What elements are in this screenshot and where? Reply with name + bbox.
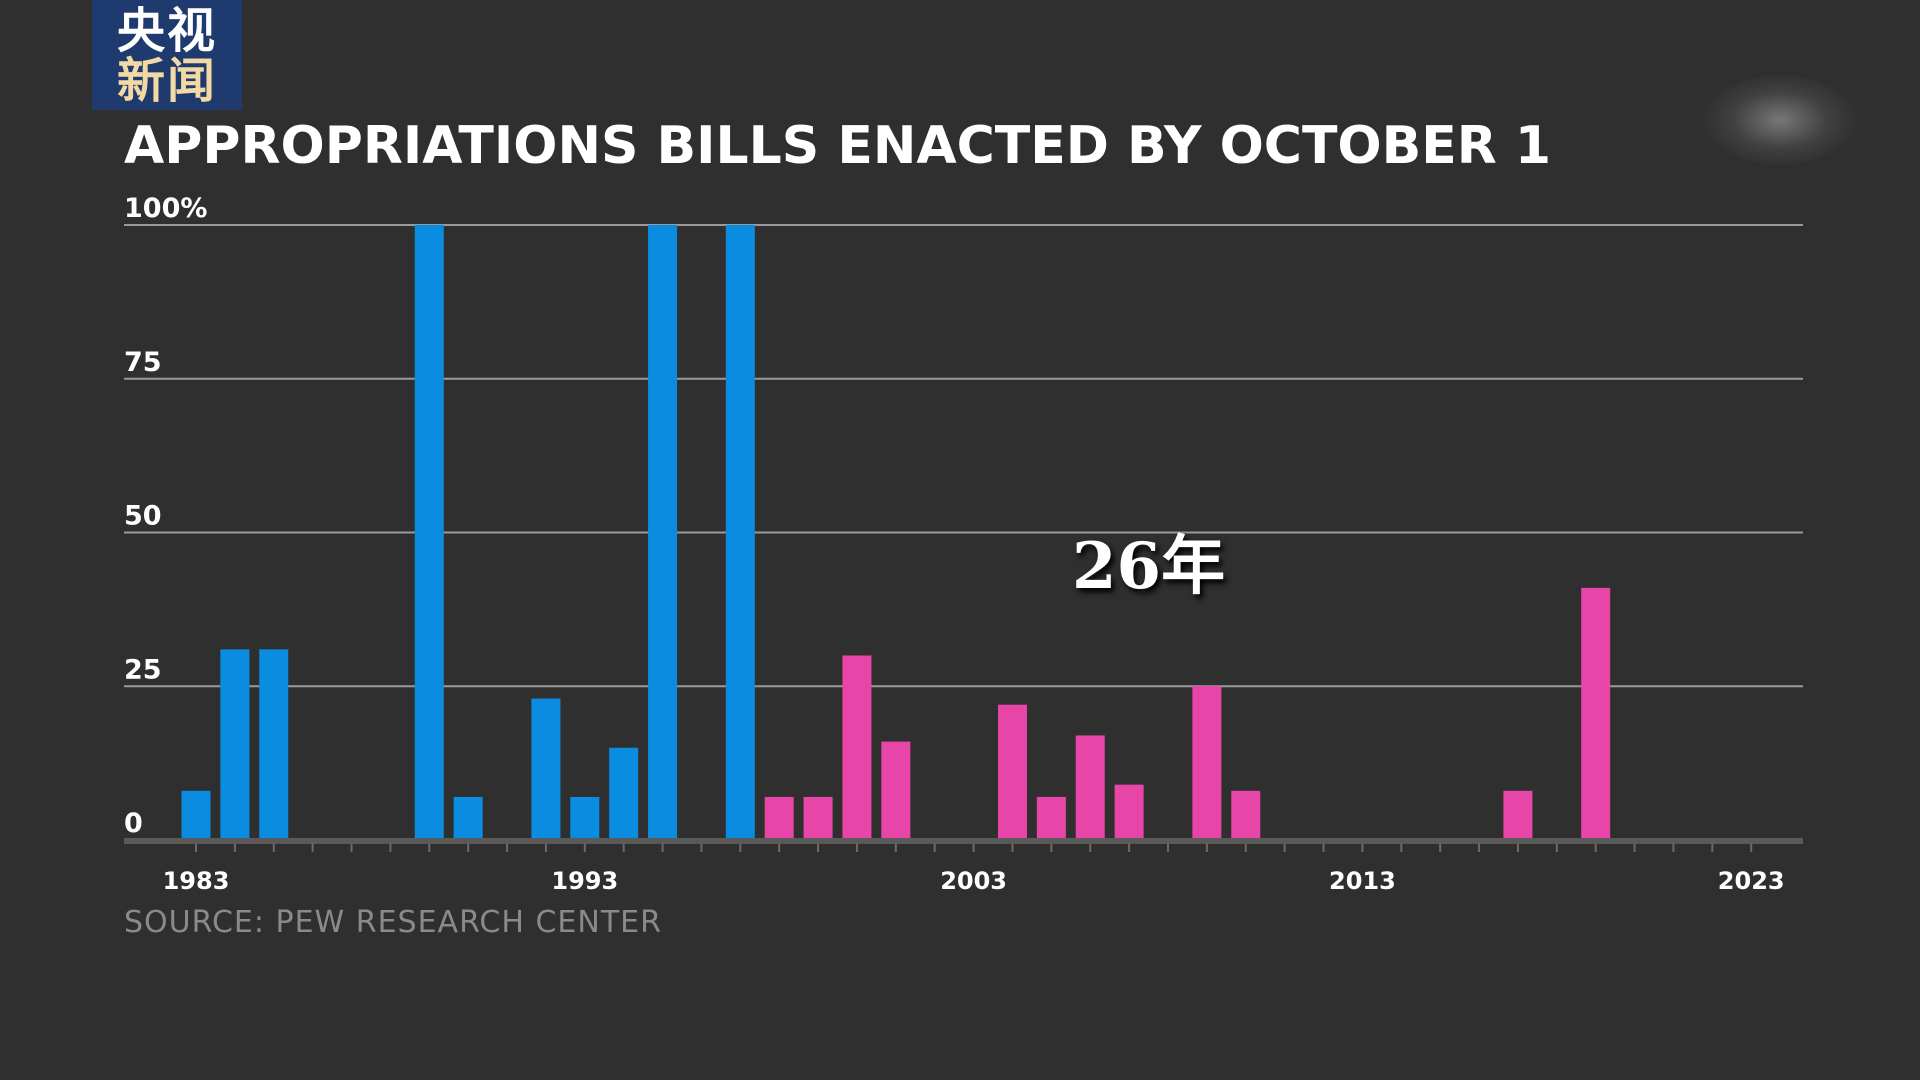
bar-1984	[220, 649, 250, 840]
bar-2017	[1503, 790, 1533, 840]
bar-2001	[881, 741, 911, 840]
y-tick-label: 100%	[124, 193, 207, 224]
blurred-watermark	[1705, 75, 1855, 165]
y-tick-label: 0	[124, 808, 143, 839]
bar-2019	[1581, 587, 1611, 840]
bar-1997	[725, 225, 755, 840]
x-tick-label: 2023	[1718, 867, 1785, 895]
bar-1995	[648, 225, 678, 840]
bar-1993	[570, 796, 600, 840]
x-tick-label: 1993	[551, 867, 618, 895]
cctv-news-logo: 央视 新闻	[92, 0, 242, 110]
chart-title: APPROPRIATIONS BILLS ENACTED BY OCTOBER …	[124, 116, 1552, 176]
bar-1990	[453, 796, 483, 840]
logo-line-1: 央视	[116, 3, 217, 59]
x-tick-label: 1983	[163, 867, 230, 895]
bar-1983	[181, 790, 211, 840]
bar-1989	[414, 225, 444, 840]
bar-1992	[531, 698, 561, 840]
y-tick-label: 75	[124, 347, 162, 378]
x-tick-label: 2003	[940, 867, 1007, 895]
source-note: SOURCE: PEW RESEARCH CENTER	[124, 905, 662, 940]
bar-2000	[842, 655, 872, 840]
y-tick-label: 50	[124, 501, 162, 532]
bar-1985	[259, 649, 289, 840]
x-axis	[124, 838, 1803, 844]
bar-1998	[764, 796, 794, 840]
bar-2007	[1114, 784, 1144, 840]
bar-2009	[1192, 686, 1222, 840]
bar-2004	[997, 704, 1027, 840]
y-tick-label: 25	[124, 654, 162, 685]
logo-line-2: 新闻	[116, 53, 217, 109]
annotation-text: 26年	[1072, 529, 1226, 604]
bar-2010	[1231, 790, 1261, 840]
bar-1994	[609, 747, 639, 840]
bar-2006	[1075, 735, 1105, 840]
bar-2005	[1036, 796, 1066, 840]
x-tick-label: 2013	[1329, 867, 1396, 895]
bar-1999	[803, 796, 833, 840]
